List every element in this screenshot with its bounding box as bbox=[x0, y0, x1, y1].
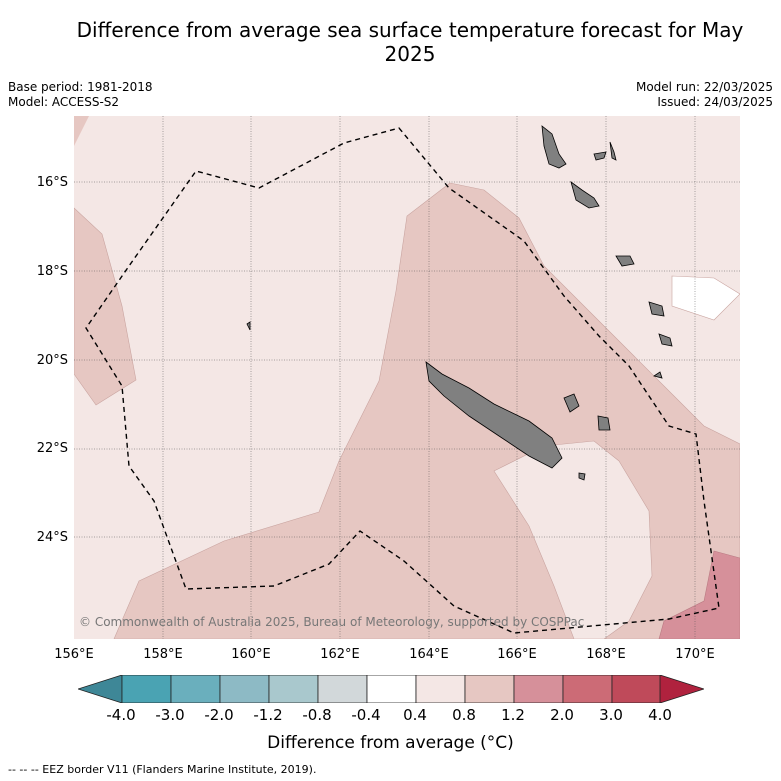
colorbar-tick-label: 4.0 bbox=[648, 706, 672, 724]
copyright-notice: © Commonwealth of Australia 2025, Bureau… bbox=[79, 615, 585, 629]
colorbar-swatch bbox=[121, 675, 172, 703]
base-period: Base period: 1981-2018 bbox=[8, 80, 153, 94]
issued-date: Issued: 24/03/2025 bbox=[657, 95, 773, 109]
colorbar-tick-label: -3.0 bbox=[155, 706, 185, 724]
lon-label-166e: 166°E bbox=[497, 647, 537, 662]
colorbar-swatch bbox=[317, 675, 368, 703]
chesterfield-islands bbox=[246, 321, 251, 331]
colorbar-tick-label: -1.2 bbox=[253, 706, 283, 724]
land-masses bbox=[246, 125, 673, 481]
anomaly-region-0-8-to-1-2-top-corner bbox=[74, 116, 89, 146]
sst-anomaly-map bbox=[74, 116, 740, 639]
vanuatu-ambrym bbox=[593, 151, 607, 161]
lat-label-16s: 16°S bbox=[36, 175, 68, 190]
anomaly-region-neutral bbox=[671, 275, 740, 321]
model-name: Model: ACCESS-S2 bbox=[8, 95, 120, 109]
colorbar-low-extend bbox=[78, 675, 123, 703]
colorbar-swatch bbox=[611, 675, 662, 703]
colorbar-swatch bbox=[562, 675, 613, 703]
lat-label-20s: 20°S bbox=[36, 353, 68, 368]
colorbar-swatch bbox=[464, 675, 515, 703]
colorbar-swatch bbox=[366, 675, 417, 703]
lon-label-162e: 162°E bbox=[320, 647, 360, 662]
lat-label-18s: 18°S bbox=[36, 264, 68, 279]
colorbar-tick-label: -4.0 bbox=[106, 706, 136, 724]
lon-label-168e: 168°E bbox=[586, 647, 626, 662]
new-caledonia bbox=[425, 361, 563, 469]
colorbar-tick-label: -2.0 bbox=[204, 706, 234, 724]
lon-label-164e: 164°E bbox=[409, 647, 449, 662]
colorbar-tick-label: 0.8 bbox=[452, 706, 476, 724]
lat-label-22s: 22°S bbox=[36, 441, 68, 456]
vanuatu-erromango bbox=[658, 333, 673, 347]
colorbar-tick-label: 3.0 bbox=[599, 706, 623, 724]
gridlines bbox=[74, 116, 740, 639]
colorbar-tick-label: 1.2 bbox=[501, 706, 525, 724]
map-title: Difference from average sea surface temp… bbox=[76, 18, 744, 66]
matthew-island bbox=[653, 371, 663, 379]
lon-label-160e: 160°E bbox=[231, 647, 271, 662]
vanuatu-tanna bbox=[648, 301, 665, 317]
colorbar-swatch bbox=[268, 675, 319, 703]
colorbar-swatch bbox=[513, 675, 564, 703]
colorbar-tick-label: 0.4 bbox=[403, 706, 427, 724]
meta-right: Model run: 22/03/2025 Issued: 24/03/2025 bbox=[636, 80, 773, 110]
colorbar-swatch bbox=[170, 675, 221, 703]
eez-footnote: -- -- -- EEZ border V11 (Flanders Marine… bbox=[8, 763, 317, 776]
colorbar-title: Difference from average (°C) bbox=[267, 733, 514, 753]
vanuatu-efate bbox=[615, 255, 635, 267]
colorbar-swatches bbox=[121, 675, 662, 703]
colorbar-swatch bbox=[415, 675, 466, 703]
loyalty-island-mare bbox=[597, 415, 611, 431]
vanuatu-malekula bbox=[570, 181, 600, 209]
lon-label-156e: 156°E bbox=[54, 647, 94, 662]
colorbar-tick-label: 2.0 bbox=[550, 706, 574, 724]
model-run: Model run: 22/03/2025 bbox=[635, 80, 773, 94]
anomaly-region-0-8-to-1-2-west bbox=[74, 207, 137, 406]
vanuatu-espiritu-santo bbox=[541, 125, 567, 169]
loyalty-island-lifou bbox=[563, 393, 580, 413]
colorbar bbox=[78, 675, 704, 703]
colorbar-swatch bbox=[219, 675, 270, 703]
meta-left: Base period: 1981-2018 Model: ACCESS-S2 bbox=[8, 80, 153, 110]
lon-label-158e: 158°E bbox=[143, 647, 183, 662]
vanuatu-pentecost bbox=[609, 141, 617, 161]
colorbar-tick-label: -0.8 bbox=[302, 706, 332, 724]
lon-label-170e: 170°E bbox=[675, 647, 715, 662]
isle-of-pines bbox=[578, 472, 586, 481]
colorbar-tick-label: -0.4 bbox=[351, 706, 381, 724]
lat-label-24s: 24°S bbox=[36, 530, 68, 545]
colorbar-high-extend bbox=[659, 675, 704, 703]
anomaly-region-0-4-to-0-8-patch bbox=[493, 440, 653, 639]
